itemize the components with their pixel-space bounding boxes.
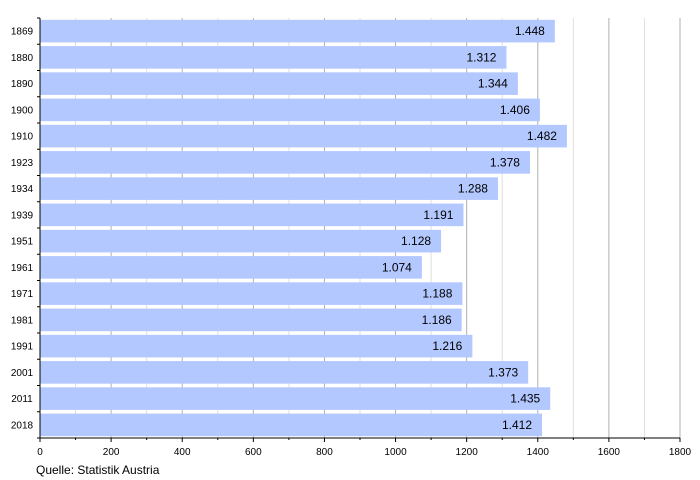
value-label: 1.188 [422,287,452,301]
value-label: 1.186 [422,313,452,327]
x-tick-label: 600 [245,447,262,458]
category-label: 1939 [11,210,34,221]
bar-2018 [40,413,543,437]
category-label: 1991 [11,342,34,353]
x-tick-label: 1800 [669,447,692,458]
category-label: 1869 [11,27,34,38]
value-label: 1.191 [423,208,453,222]
value-label: 1.216 [432,339,462,353]
bar-2011 [40,387,551,410]
category-label: 1880 [11,53,34,64]
bar-1971 [40,282,463,305]
x-tick-label: 1000 [384,447,407,458]
source-note: Quelle: Statistik Austria [36,463,160,477]
bar-1939 [40,203,464,227]
category-label: 1890 [11,79,34,90]
x-tick-label: 800 [316,447,333,458]
bar-1961 [40,256,422,279]
bar-1991 [40,334,473,358]
category-label: 1961 [11,263,34,274]
category-label: 1981 [11,315,34,326]
x-tick-label: 1400 [527,447,550,458]
category-label: 1951 [11,237,34,248]
tick-labels: 1869 1880 1890 1900 1910 1923 1934 1939 1951 1961… [11,27,692,458]
bar-1910 [40,124,567,148]
category-label: 1923 [11,158,34,169]
bar-1869 [40,19,555,43]
bar-1951 [40,229,442,253]
bar-1880 [40,46,507,69]
value-label: 1.288 [458,182,488,196]
value-label: 1.482 [527,129,557,143]
value-label: 1.128 [401,234,431,248]
value-label: 1.344 [478,77,508,91]
x-tick-label: 1200 [456,447,479,458]
value-label: 1.373 [488,365,518,379]
bar-1890 [40,72,518,95]
category-label: 1934 [11,184,34,195]
category-label: 1971 [11,289,34,300]
value-label: 1.435 [510,392,540,406]
category-label: 2018 [11,420,34,431]
bars [40,19,567,437]
bar-1981 [40,308,462,332]
x-tick-label: 200 [103,447,120,458]
value-label: 1.378 [490,155,520,169]
value-label: 1.312 [466,50,496,64]
x-tick-label: 0 [37,447,43,458]
bar-2001 [40,361,529,384]
bar-1934 [40,177,498,200]
value-label: 1.406 [500,103,530,117]
bar-1900 [40,98,540,122]
value-label: 1.448 [515,24,545,38]
bar-1923 [40,151,530,174]
category-label: 1900 [11,105,34,116]
category-label: 2001 [11,368,34,379]
category-label: 2011 [11,394,33,405]
value-label: 1.412 [502,418,532,432]
x-tick-label: 1600 [598,447,621,458]
axes [37,17,681,442]
category-label: 1910 [11,132,34,143]
x-tick-label: 400 [174,447,191,458]
value-label: 1.074 [382,260,412,274]
